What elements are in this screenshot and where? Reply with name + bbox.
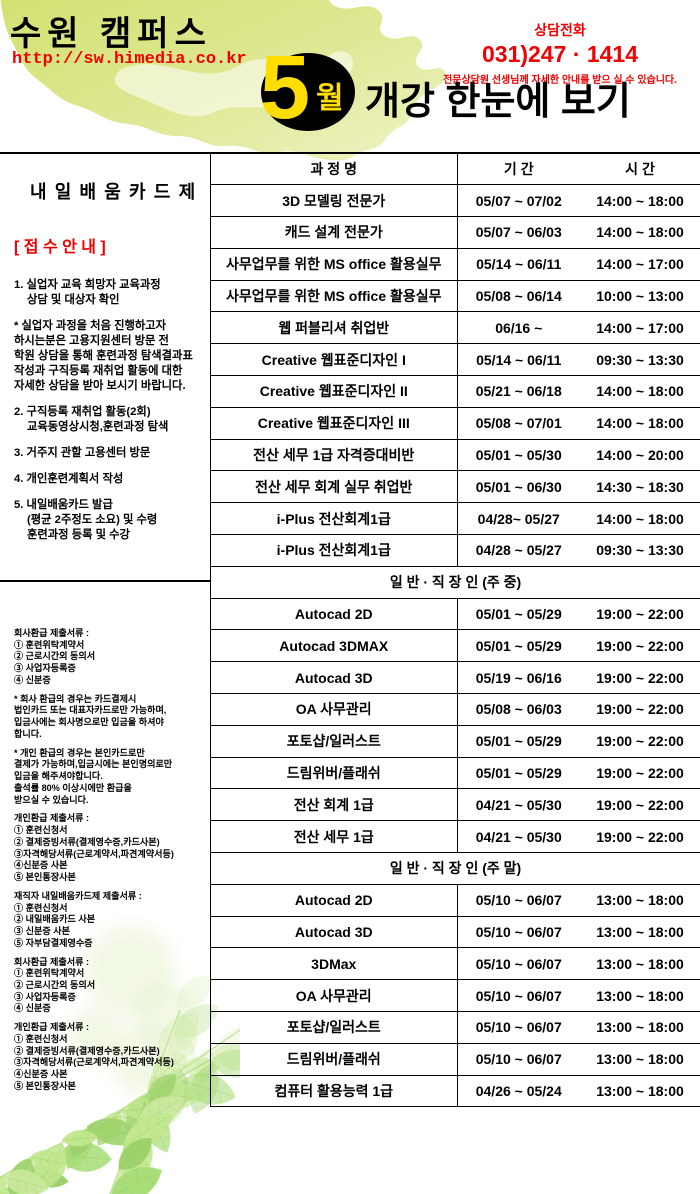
svg-text:5: 5 — [260, 38, 310, 138]
svg-text:월: 월 — [316, 82, 344, 115]
